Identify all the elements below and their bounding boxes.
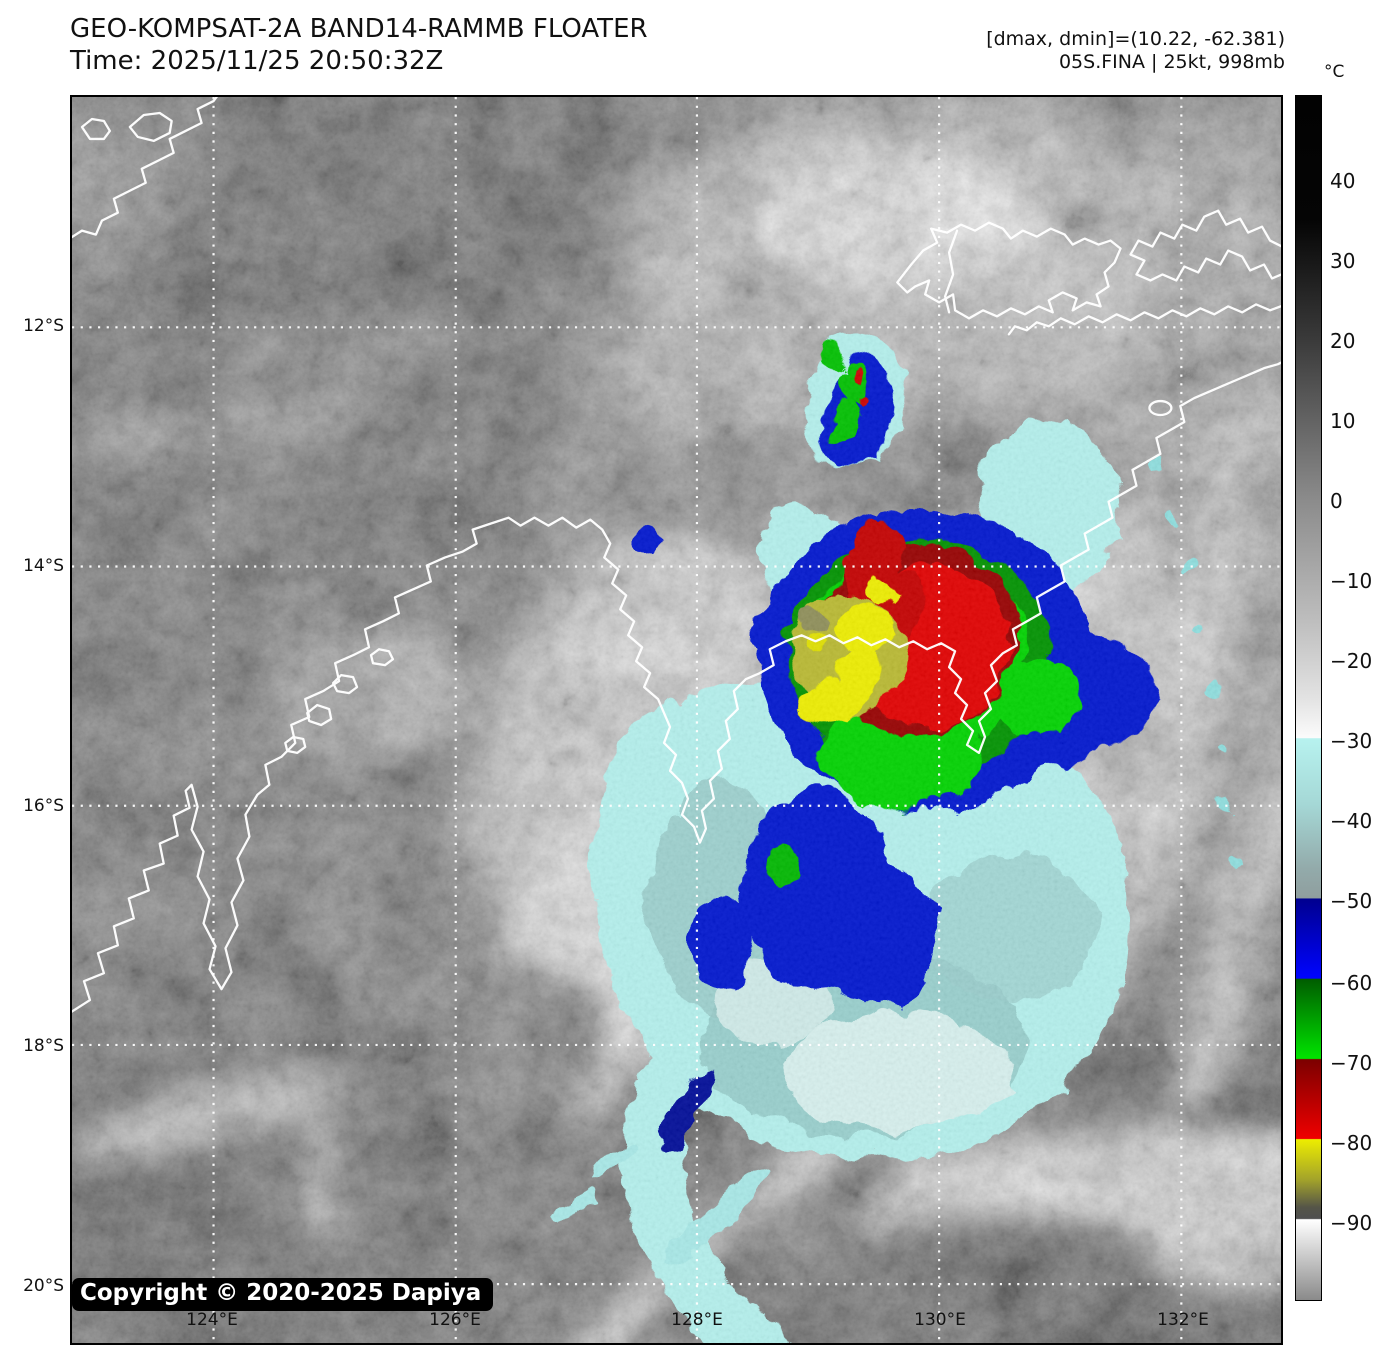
colorbar-tick: 20 bbox=[1330, 329, 1356, 353]
colorbar-tick: 0 bbox=[1330, 489, 1343, 513]
dmax-dmin-label: [dmax, dmin]=(10.22, -62.381) bbox=[986, 28, 1285, 50]
colorbar-tick: −50 bbox=[1330, 889, 1373, 913]
lon-label-128e: 128°E bbox=[671, 1310, 723, 1330]
colorbar-tick: 40 bbox=[1330, 169, 1356, 193]
colorbar-tick: −10 bbox=[1330, 569, 1373, 593]
header-right: [dmax, dmin]=(10.22, -62.381) 05S.FINA |… bbox=[986, 28, 1285, 74]
map-canvas bbox=[70, 95, 1283, 1345]
colorbar-tick: −90 bbox=[1330, 1211, 1373, 1235]
colorbar-unit-label: °C bbox=[1324, 62, 1345, 82]
lon-label-130e: 130°E bbox=[914, 1310, 966, 1330]
colorbar-tick: 10 bbox=[1330, 409, 1356, 433]
coastlines bbox=[72, 97, 1281, 1013]
lon-label-132e: 132°E bbox=[1157, 1310, 1209, 1330]
storm-info-label: 05S.FINA | 25kt, 998mb bbox=[1058, 51, 1285, 73]
colorbar bbox=[1295, 95, 1322, 1301]
lat-label-12s: 12°S bbox=[23, 316, 64, 336]
graticule bbox=[72, 97, 1281, 1343]
lat-label-14s: 14°S bbox=[23, 556, 64, 576]
lat-label-20s: 20°S bbox=[23, 1276, 64, 1296]
colorbar-tick: −20 bbox=[1330, 649, 1373, 673]
satellite-image bbox=[72, 97, 1281, 1343]
colorbar-tick: −30 bbox=[1330, 729, 1373, 753]
colorbar-tick: −40 bbox=[1330, 809, 1373, 833]
colorbar-tick: −60 bbox=[1330, 971, 1373, 995]
lat-label-16s: 16°S bbox=[23, 796, 64, 816]
copyright-badge: Copyright © 2020-2025 Dapiya bbox=[72, 1278, 494, 1311]
colorbar-tick: −70 bbox=[1330, 1051, 1373, 1075]
film-grain bbox=[72, 97, 1281, 1343]
lon-label-124e: 124°E bbox=[186, 1310, 238, 1330]
lat-label-18s: 18°S bbox=[23, 1036, 64, 1056]
colorbar-tick: 30 bbox=[1330, 249, 1356, 273]
timestamp-label: Time: 2025/11/25 20:50:32Z bbox=[70, 46, 444, 76]
colorbar-tick: −80 bbox=[1330, 1131, 1373, 1155]
lon-label-126e: 126°E bbox=[429, 1310, 481, 1330]
page-title: GEO-KOMPSAT-2A BAND14-RAMMB FLOATER bbox=[70, 14, 648, 44]
